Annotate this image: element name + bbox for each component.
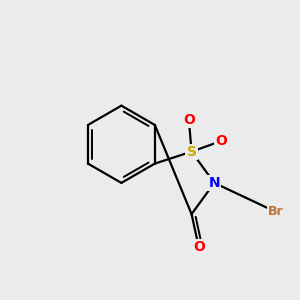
Text: O: O <box>193 240 205 254</box>
Text: N: N <box>208 176 220 190</box>
Text: Br: Br <box>268 205 283 218</box>
Text: S: S <box>187 145 196 159</box>
Text: O: O <box>215 134 227 148</box>
Text: O: O <box>183 113 195 127</box>
